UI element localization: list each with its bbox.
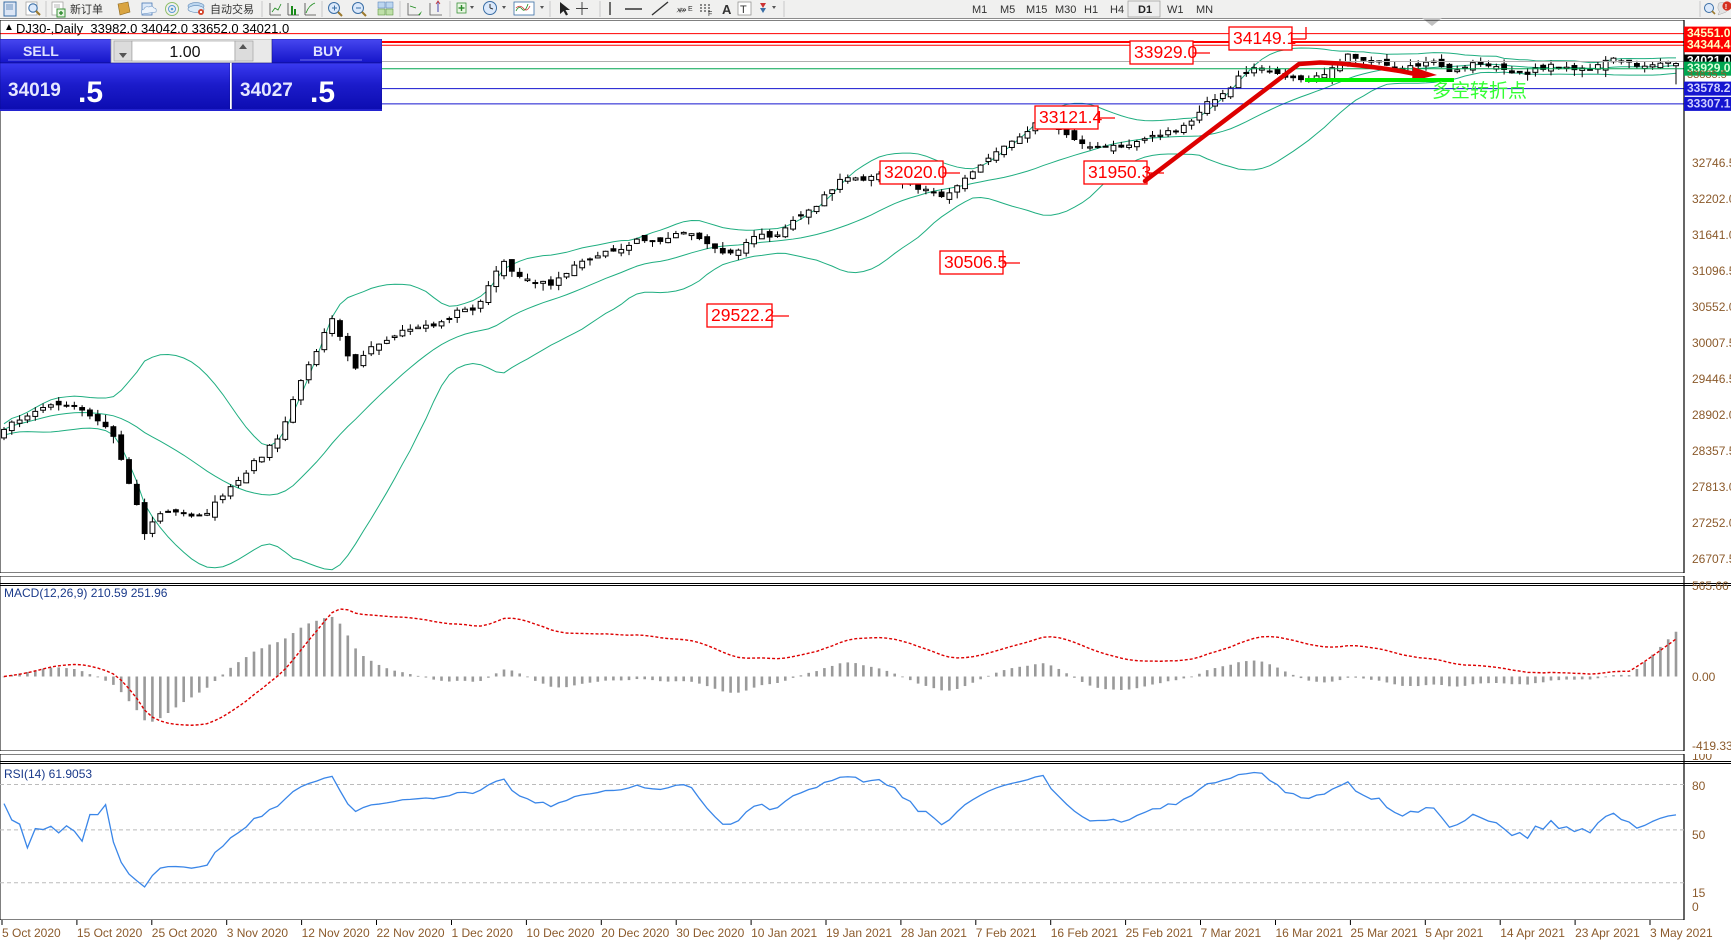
svg-text:28902.0: 28902.0 [1692,408,1731,422]
svg-text:33578.2: 33578.2 [1687,81,1731,95]
svg-text:19 Jan 2021: 19 Jan 2021 [826,926,892,940]
svg-text:0.00: 0.00 [1692,670,1716,684]
svg-text:16 Mar 2021: 16 Mar 2021 [1276,926,1344,940]
svg-text:!: ! [1725,2,1728,11]
svg-text:10 Dec 2020: 10 Dec 2020 [526,926,594,940]
svg-text:80: 80 [1692,779,1706,793]
svg-text:H4: H4 [1110,4,1124,16]
svg-text:25 Oct 2020: 25 Oct 2020 [152,926,218,940]
svg-text:新订单: 新订单 [70,2,103,16]
svg-text:16 Feb 2021: 16 Feb 2021 [1051,926,1119,940]
svg-text:27813.0: 27813.0 [1692,480,1731,494]
svg-text:100: 100 [1692,754,1712,763]
svg-text:-419.33: -419.33 [1692,739,1731,751]
svg-text:33929.0: 33929.0 [1134,42,1198,62]
svg-text:D1: D1 [1138,4,1152,16]
svg-text:565.66: 565.66 [1692,579,1729,593]
svg-text:25 Mar 2021: 25 Mar 2021 [1350,926,1418,940]
svg-text:3 Nov 2020: 3 Nov 2020 [227,926,289,940]
svg-text:26707.5: 26707.5 [1692,552,1731,566]
svg-text:50: 50 [1692,828,1706,842]
svg-text:1 Dec 2020: 1 Dec 2020 [452,926,514,940]
svg-text:12 Nov 2020: 12 Nov 2020 [302,926,370,940]
svg-text:.5: .5 [78,76,103,109]
svg-text:10 Jan 2021: 10 Jan 2021 [751,926,817,940]
svg-text:30552.0: 30552.0 [1692,300,1731,314]
svg-text:28 Jan 2021: 28 Jan 2021 [901,926,967,940]
svg-text:31096.5: 31096.5 [1692,264,1731,278]
svg-text:BUY: BUY [313,43,343,59]
svg-text:E: E [688,6,693,13]
svg-text:33307.1: 33307.1 [1687,96,1731,110]
svg-text:34027: 34027 [240,80,293,101]
svg-text:29446.5: 29446.5 [1692,372,1731,386]
svg-text:31641.0: 31641.0 [1692,228,1731,242]
svg-text:5 Apr 2021: 5 Apr 2021 [1425,926,1483,940]
svg-text:29522.2: 29522.2 [711,305,774,325]
svg-text:自动交易: 自动交易 [210,2,254,16]
svg-text:M1: M1 [972,4,987,16]
svg-text:多空转折点: 多空转折点 [1432,80,1527,102]
svg-text:1.00: 1.00 [169,44,200,61]
svg-text:22 Nov 2020: 22 Nov 2020 [377,926,445,940]
svg-text:20 Dec 2020: 20 Dec 2020 [601,926,669,940]
svg-text:25 Feb 2021: 25 Feb 2021 [1126,926,1194,940]
svg-text:3 May 2021: 3 May 2021 [1650,926,1713,940]
svg-text:30506.5: 30506.5 [944,252,1007,272]
svg-text:7 Mar 2021: 7 Mar 2021 [1201,926,1262,940]
svg-text:32202.0: 32202.0 [1692,192,1731,206]
svg-text:23 Apr 2021: 23 Apr 2021 [1575,926,1640,940]
svg-text:32746.5: 32746.5 [1692,156,1731,170]
svg-text:32020.0: 32020.0 [884,162,948,182]
svg-text:5 Oct 2020: 5 Oct 2020 [2,926,61,940]
svg-text:7 Feb 2021: 7 Feb 2021 [976,926,1037,940]
svg-text:30 Dec 2020: 30 Dec 2020 [676,926,744,940]
svg-text:33835.5: 33835.5 [1687,69,1727,81]
svg-text:15: 15 [1692,886,1706,900]
svg-text:H1: H1 [1084,4,1098,16]
svg-text:⤘: ⤘ [676,4,687,16]
svg-text:14 Apr 2021: 14 Apr 2021 [1500,926,1565,940]
svg-text:A: A [722,2,732,17]
svg-text:MN: MN [1196,4,1213,16]
svg-text:15 Oct 2020: 15 Oct 2020 [77,926,143,940]
svg-text:0: 0 [1692,900,1699,914]
svg-text:MACD(12,26,9) 210.59 251.96: MACD(12,26,9) 210.59 251.96 [4,586,168,600]
svg-text:34149.1: 34149.1 [1233,28,1296,48]
svg-text:M5: M5 [1000,4,1015,16]
svg-text:27252.0: 27252.0 [1692,516,1731,530]
svg-text:T: T [740,4,747,16]
svg-text:M15: M15 [1026,4,1047,16]
svg-text:34344.4: 34344.4 [1687,38,1731,52]
svg-text:31950.3: 31950.3 [1088,162,1151,182]
svg-text:33121.4: 33121.4 [1039,107,1103,127]
svg-text:W1: W1 [1167,4,1184,16]
svg-text:28357.5: 28357.5 [1692,444,1731,458]
svg-text:SELL: SELL [23,43,59,59]
svg-text:M30: M30 [1055,4,1076,16]
svg-text:34019: 34019 [8,80,61,101]
svg-text:.5: .5 [310,76,335,109]
svg-text:F: F [708,11,712,18]
svg-text:RSI(14) 61.9053: RSI(14) 61.9053 [4,767,92,781]
svg-text:30007.5: 30007.5 [1692,336,1731,350]
